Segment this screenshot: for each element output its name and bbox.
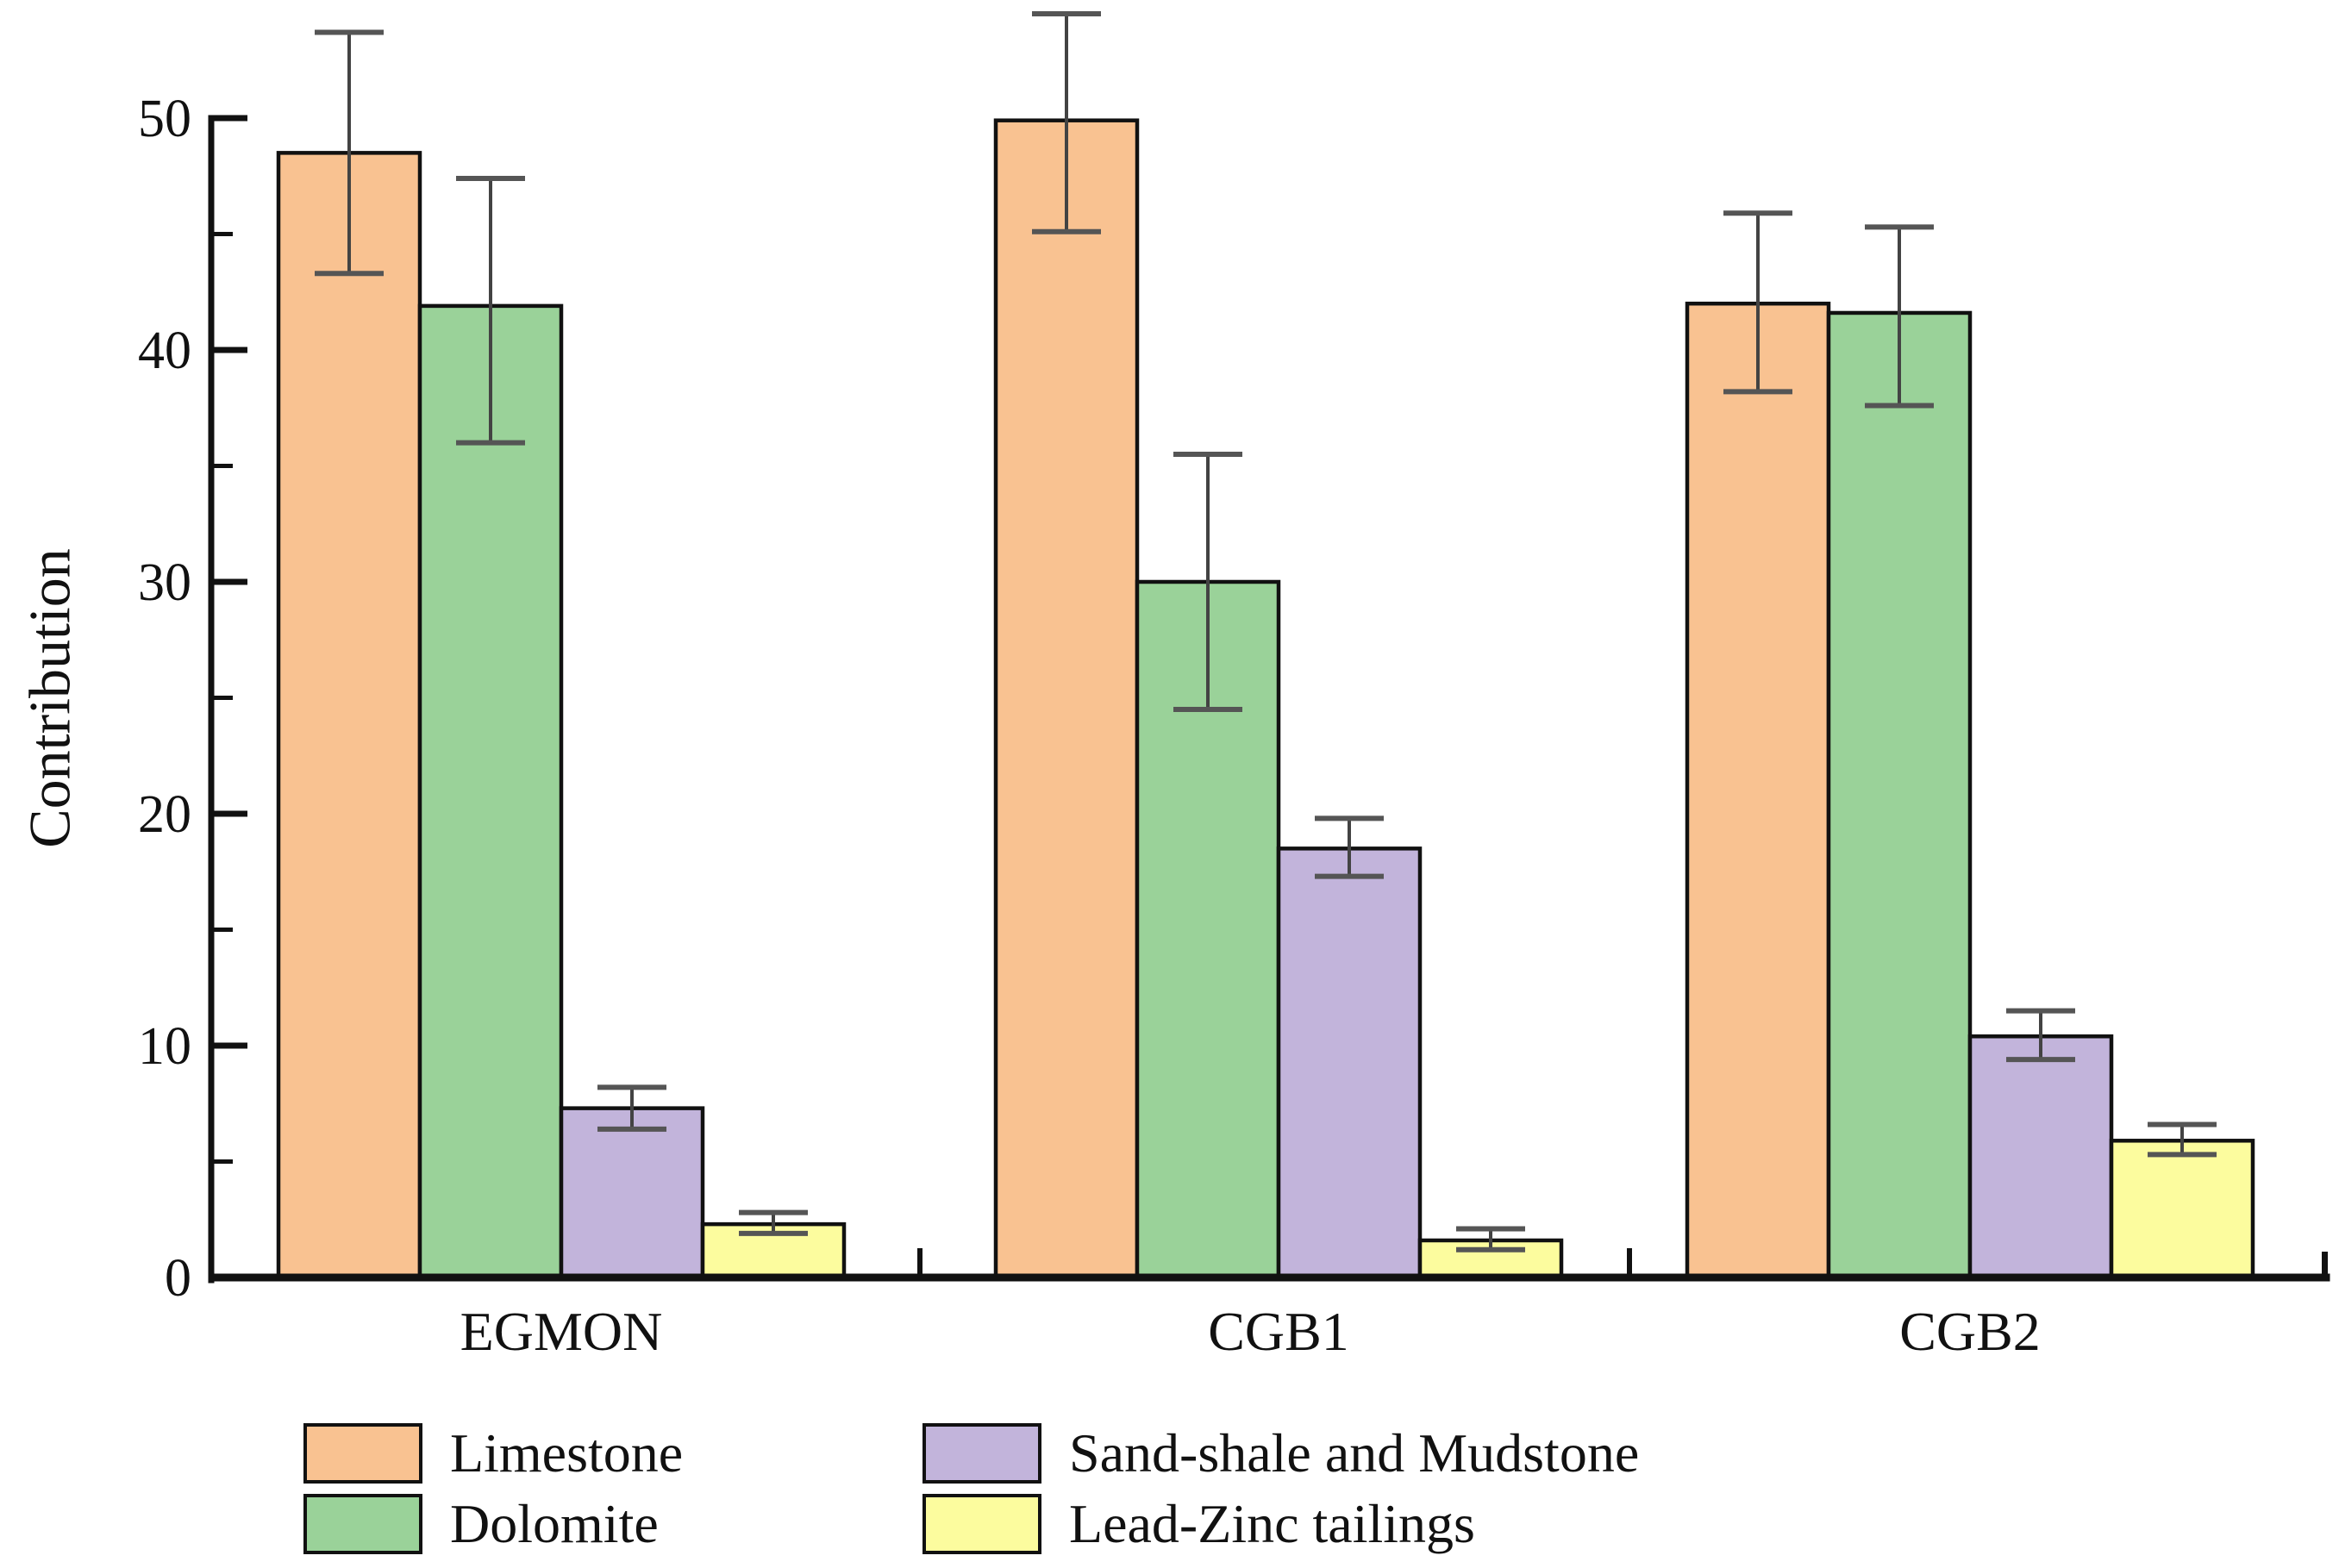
bar-lead-zinc-tailings-cgb2 — [2109, 1139, 2255, 1280]
bar-sand-shale-and-mudstone-cgb2 — [1967, 1034, 2114, 1280]
error-bar — [739, 1209, 808, 1236]
legend-entry-limestone: Limestone — [303, 1419, 683, 1488]
legend-label-sand-shale: Sand-shale and Mudstone — [1069, 1422, 1640, 1484]
legend-swatch-dolomite — [303, 1494, 422, 1554]
error-bar — [315, 29, 384, 277]
legend-label-lead-zinc: Lead-Zinc tailings — [1069, 1493, 1475, 1554]
bar-dolomite-egmon — [417, 303, 564, 1280]
y-minor-tick — [211, 928, 233, 932]
bar-sand-shale-and-mudstone-egmon — [559, 1106, 705, 1280]
bar-limestone-cgb2 — [1685, 301, 1831, 1280]
bar-limestone-egmon — [276, 151, 422, 1280]
error-bar — [2148, 1121, 2217, 1158]
legend-label-limestone: Limestone — [450, 1422, 684, 1484]
error-bar — [1315, 815, 1384, 879]
bar-limestone-cgb1 — [993, 118, 1140, 1280]
y-tick-label: 40 — [138, 322, 191, 380]
category-label-egmon: EGMON — [460, 1301, 663, 1362]
legend-entry-dolomite: Dolomite — [303, 1490, 659, 1559]
error-bar — [1032, 10, 1101, 234]
x-boundary-tick — [917, 1248, 922, 1278]
y-tick-label: 50 — [138, 90, 191, 148]
error-bar — [597, 1084, 666, 1132]
y-minor-tick — [211, 1159, 233, 1164]
legend-entry-sand-shale: Sand-shale and Mudstone — [922, 1419, 1639, 1488]
error-bar — [1173, 452, 1242, 712]
y-major-tick — [211, 115, 247, 122]
y-tick-label: 0 — [165, 1249, 191, 1308]
x-boundary-tick — [1627, 1248, 1632, 1278]
category-label-cgb1: CGB1 — [1208, 1301, 1349, 1362]
legend-swatch-limestone — [303, 1423, 422, 1484]
bar-sand-shale-and-mudstone-cgb1 — [1276, 846, 1423, 1280]
error-bar — [1723, 210, 1792, 395]
y-major-tick — [211, 1042, 247, 1049]
error-bar — [2006, 1008, 2075, 1063]
error-bar — [1456, 1226, 1525, 1253]
error-bar — [1865, 224, 1934, 409]
y-major-tick — [211, 347, 247, 353]
x-axis-line — [208, 1273, 2330, 1282]
legend-label-dolomite: Dolomite — [450, 1493, 659, 1554]
y-major-tick — [211, 578, 247, 585]
y-axis-title: Contribution — [16, 548, 83, 848]
legend-swatch-lead-zinc — [922, 1494, 1041, 1554]
x-axis-end-tick — [2322, 1252, 2328, 1278]
y-minor-tick — [211, 696, 233, 700]
y-tick-label: 10 — [138, 1017, 191, 1076]
category-label-cgb2: CGB2 — [1899, 1301, 2041, 1362]
error-bar — [456, 175, 525, 446]
y-minor-tick — [211, 464, 233, 468]
y-minor-tick — [211, 232, 233, 236]
y-tick-label: 20 — [138, 785, 191, 844]
y-major-tick — [211, 810, 247, 817]
legend-entry-lead-zinc: Lead-Zinc tailings — [922, 1490, 1475, 1559]
y-tick-label: 30 — [138, 553, 191, 612]
legend-swatch-sand-shale — [922, 1423, 1041, 1484]
bar-dolomite-cgb2 — [1826, 310, 1973, 1280]
